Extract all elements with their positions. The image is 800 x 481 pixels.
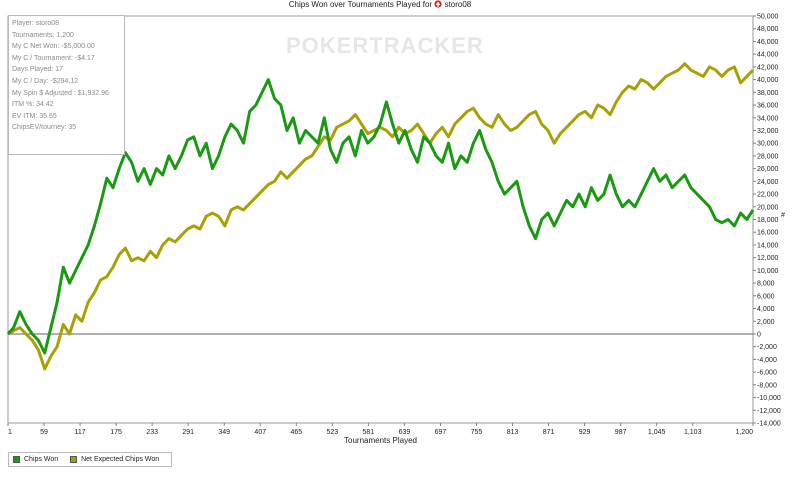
y-tick-label: 16,000 [757, 230, 779, 237]
stat-days-played: Days Played: 17 [12, 66, 63, 74]
x-tick-label: 465 [290, 429, 302, 436]
y-tick-label: 46,000 [757, 39, 779, 46]
y-tick-label: 26,000 [757, 166, 779, 173]
y-tick-label: 40,000 [757, 77, 779, 84]
y-tick-label: 36,000 [757, 103, 779, 110]
y-tick-label: 20,000 [757, 204, 779, 211]
y-tick-label: 24,000 [757, 179, 779, 186]
chart-title: Chips Won over Tournaments Played for st… [0, 0, 760, 9]
pokertracker-watermark: POKERTRACKER [286, 33, 484, 58]
y-tick-label: 12,000 [757, 255, 779, 262]
y-tick-label: 38,000 [757, 90, 779, 97]
x-tick-label: 871 [543, 429, 555, 436]
x-axis-label: Tournaments Played [344, 436, 417, 445]
y-axis-ticks: 50,000 48,000 46,000 44,000 42,000 40,000 38,0… [753, 14, 781, 428]
stat-tournaments: Tournaments: 1,200 [12, 31, 74, 39]
y-tick-label: -8,000 [757, 382, 777, 389]
legend: Chips Won Net Expected Chips Won [8, 452, 172, 467]
x-tick-label: 929 [579, 429, 591, 436]
y-tick-label: -12,000 [757, 408, 781, 415]
legend-label-net-expected: Net Expected Chips Won [81, 456, 160, 463]
y-tick-label: 50,000 [757, 14, 779, 21]
series-layer [6, 62, 755, 371]
y-tick-label: -10,000 [757, 395, 781, 402]
stat-spin-adjusted: My Spin $ Adjusted : $1,932.96 [12, 89, 109, 97]
x-tick-label: 581 [363, 429, 375, 436]
stat-chipsev-tourney: ChipsEV/tourney: 35 [12, 124, 77, 132]
x-tick-label: 987 [615, 429, 627, 436]
chart-title-prefix: Chips Won over Tournaments Played for [288, 0, 433, 9]
stat-net-won: My C Net Won: -$5,000.00 [12, 43, 95, 51]
y-tick-label: 34,000 [757, 115, 779, 122]
x-tick-label: 117 [74, 429, 85, 436]
pokerstars-spade-logo-icon [434, 0, 442, 8]
y-tick-label: 32,000 [757, 128, 779, 135]
y-tick-label: 42,000 [757, 64, 779, 71]
x-tick-label: 639 [399, 429, 411, 436]
x-tick-label: 175 [110, 429, 122, 436]
x-tick-label: 813 [507, 429, 519, 436]
y-tick-label: 4,000 [757, 306, 775, 313]
x-axis-ticks: 1 59 117 175 233 291 349 407 465 523 581 639 697 755 8… [7, 423, 754, 436]
x-tick-label: 291 [182, 429, 194, 436]
y-axis-label: # [781, 212, 785, 219]
chart-title-player: storo08 [444, 0, 472, 9]
stats-panel: Player: storo08 Tournaments: 1,200 My C … [8, 15, 125, 155]
x-tick-label: 523 [327, 429, 339, 436]
legend-label-chips-won: Chips Won [24, 456, 59, 463]
x-tick-label: 1 [8, 429, 12, 436]
x-tick-label: 233 [146, 429, 158, 436]
stat-itm-percent: ITM %: 34.42 [12, 101, 54, 109]
x-tick-label: 1,200 [735, 429, 753, 436]
y-tick-label: -2,000 [757, 344, 777, 351]
y-tick-label: -6,000 [757, 370, 777, 377]
x-tick-label: 59 [40, 429, 48, 436]
x-tick-label: 407 [254, 429, 266, 436]
legend-swatch-net-expected [70, 456, 78, 463]
y-tick-label: 44,000 [757, 52, 779, 59]
y-tick-label: 6,000 [757, 293, 775, 300]
y-tick-label: 22,000 [757, 192, 779, 199]
x-tick-label: 1,103 [684, 429, 702, 436]
stat-per-day: My C / Day: -$294.12 [12, 77, 79, 85]
x-tick-label: 697 [435, 429, 447, 436]
y-tick-label: 2,000 [757, 319, 775, 326]
x-tick-label: 349 [218, 429, 230, 436]
stat-player: Player: storo08 [12, 20, 60, 27]
y-tick-label: 14,000 [757, 242, 779, 249]
x-tick-label: 1,045 [648, 429, 666, 436]
y-tick-label: -4,000 [757, 357, 777, 364]
stat-ev-itm: EV ITM: 35.65 [12, 112, 57, 120]
y-tick-label: 30,000 [757, 141, 779, 148]
series-line-chips-won [6, 78, 755, 355]
y-tick-label: 10,000 [757, 268, 779, 275]
y-tick-label: 8,000 [757, 281, 775, 288]
y-tick-label: -14,000 [757, 421, 781, 428]
y-tick-label: 28,000 [757, 153, 779, 160]
legend-swatch-chips-won [13, 456, 20, 463]
y-tick-label: 18,000 [757, 217, 779, 224]
y-tick-label: 48,000 [757, 26, 779, 33]
y-tick-label: 0 [757, 331, 761, 338]
legend-item-net-expected[interactable]: Net Expected Chips Won [70, 456, 159, 463]
x-tick-label: 755 [471, 429, 483, 436]
stat-per-tournament: My C / Tournament: -$4.17 [12, 54, 95, 62]
legend-item-chips-won[interactable]: Chips Won [13, 456, 58, 463]
